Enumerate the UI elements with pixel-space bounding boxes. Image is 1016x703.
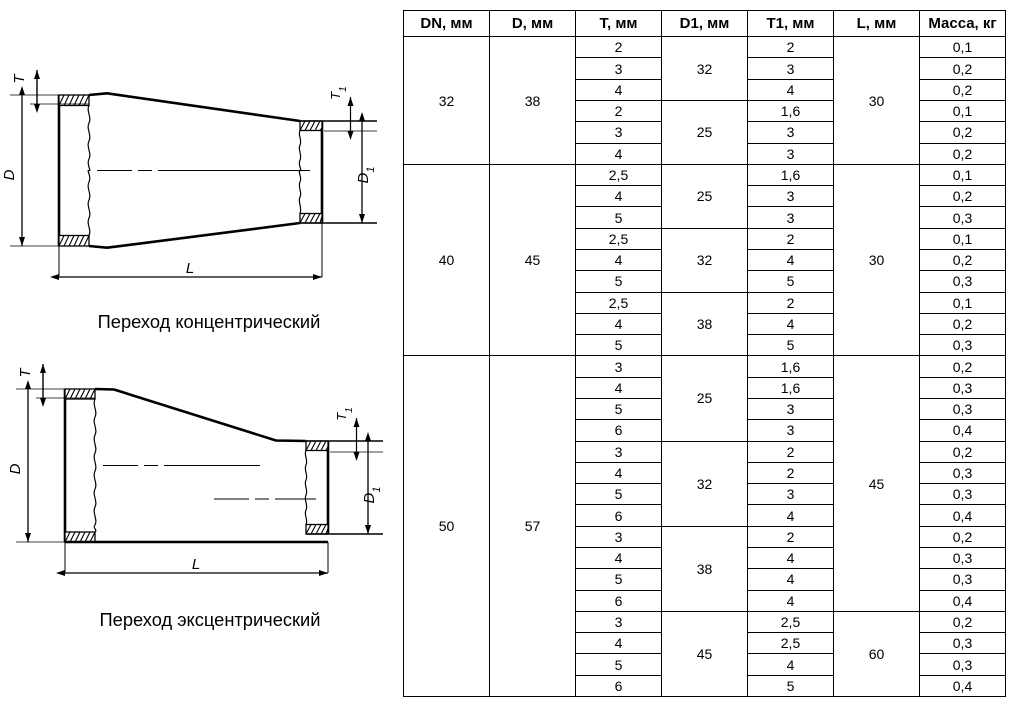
svg-text:D1: D1	[361, 487, 383, 504]
svg-text:T1: T1	[334, 407, 355, 421]
svg-text:T: T	[11, 73, 28, 84]
svg-text:L: L	[186, 260, 194, 277]
svg-text:T1: T1	[328, 86, 349, 100]
svg-text:D: D	[1, 169, 18, 180]
svg-text:Переход эксцентрический: Переход эксцентрический	[100, 609, 321, 630]
svg-text:T: T	[17, 367, 34, 378]
svg-text:D1: D1	[355, 167, 377, 184]
svg-text:D: D	[7, 463, 24, 474]
svg-text:Переход концентрический: Переход концентрический	[98, 311, 321, 332]
svg-text:L: L	[192, 556, 200, 573]
